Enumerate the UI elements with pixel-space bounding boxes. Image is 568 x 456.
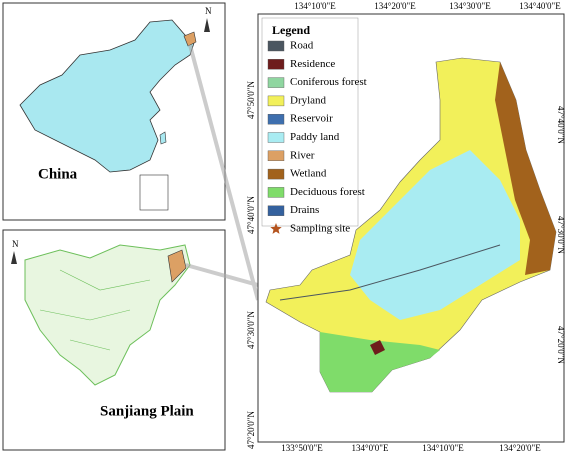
legend-label: Reservoir <box>290 113 333 125</box>
left-coord: 47°20'0"N <box>246 411 256 449</box>
legend-swatch <box>267 59 285 70</box>
legend-symbol <box>270 223 282 234</box>
bottom-coord: 134°10'0"E <box>422 443 464 453</box>
right-coord: 47°20'0"N <box>556 326 566 364</box>
bottom-coord: 134°0'0"E <box>352 443 389 453</box>
legend-swatch <box>267 77 285 88</box>
legend-swatch <box>267 150 285 162</box>
legend-label: Deciduous forest <box>290 186 365 198</box>
legend-label: Wetland <box>290 168 327 180</box>
bottom-coord: 134°20'0"E <box>499 443 541 453</box>
inset-box <box>139 174 169 211</box>
left-coord: 47°30'0"N <box>246 311 256 349</box>
north-label: N <box>205 6 212 16</box>
right-coord: 47°30'0"N <box>556 216 566 254</box>
top-coord: 134°30'0"E <box>449 1 491 11</box>
legend: Road Residence Coniferous forest Dryland Res… <box>267 40 367 235</box>
legend-label: Road <box>290 40 314 52</box>
china-label: China <box>38 166 78 182</box>
legend-label: Paddy land <box>290 131 340 143</box>
legend-label: Residence <box>290 58 335 70</box>
road <box>279 244 501 301</box>
study-highlight <box>183 31 197 47</box>
left-coord: 47°40'0"N <box>246 196 256 234</box>
legend-swatch <box>267 40 285 52</box>
top-coord: 134°10'0"E <box>294 1 336 11</box>
deciduous-forest <box>320 332 440 392</box>
legend-swatch <box>267 95 285 107</box>
north-arrow <box>11 251 17 264</box>
north-label: N <box>12 239 19 249</box>
legend-label: River <box>290 149 315 161</box>
wetland <box>495 62 556 275</box>
right-coord: 47°40'0"N <box>556 106 566 144</box>
legend-label: Dryland <box>290 94 327 106</box>
coordinates: 134°10'0"E 134°20'0"E 134°30'0"E 134°40'0"E… <box>246 1 566 453</box>
legend-label: Sampling site <box>290 223 350 235</box>
legend-swatch <box>267 205 285 216</box>
legend-swatch <box>267 168 285 180</box>
connector <box>185 44 260 301</box>
legend-label: Drains <box>290 204 319 216</box>
legend-swatch <box>267 132 285 143</box>
north-arrow <box>204 18 210 32</box>
left-coord: 47°50'0"N <box>246 81 256 119</box>
taiwan <box>159 131 167 145</box>
bottom-coord: 133°50'0"E <box>281 443 323 453</box>
legend-title: Legend <box>272 23 310 37</box>
sanjiang-label: Sanjiang Plain <box>100 403 194 419</box>
residence <box>370 340 385 355</box>
top-coord: 134°20'0"E <box>374 1 416 11</box>
legend-label: Coniferous forest <box>290 76 367 88</box>
county-lines <box>39 269 151 351</box>
study-highlight <box>167 249 187 283</box>
china-outline <box>19 19 196 173</box>
top-coord: 134°40'0"E <box>519 1 561 11</box>
legend-swatch <box>267 187 285 198</box>
legend-swatch <box>267 113 285 125</box>
